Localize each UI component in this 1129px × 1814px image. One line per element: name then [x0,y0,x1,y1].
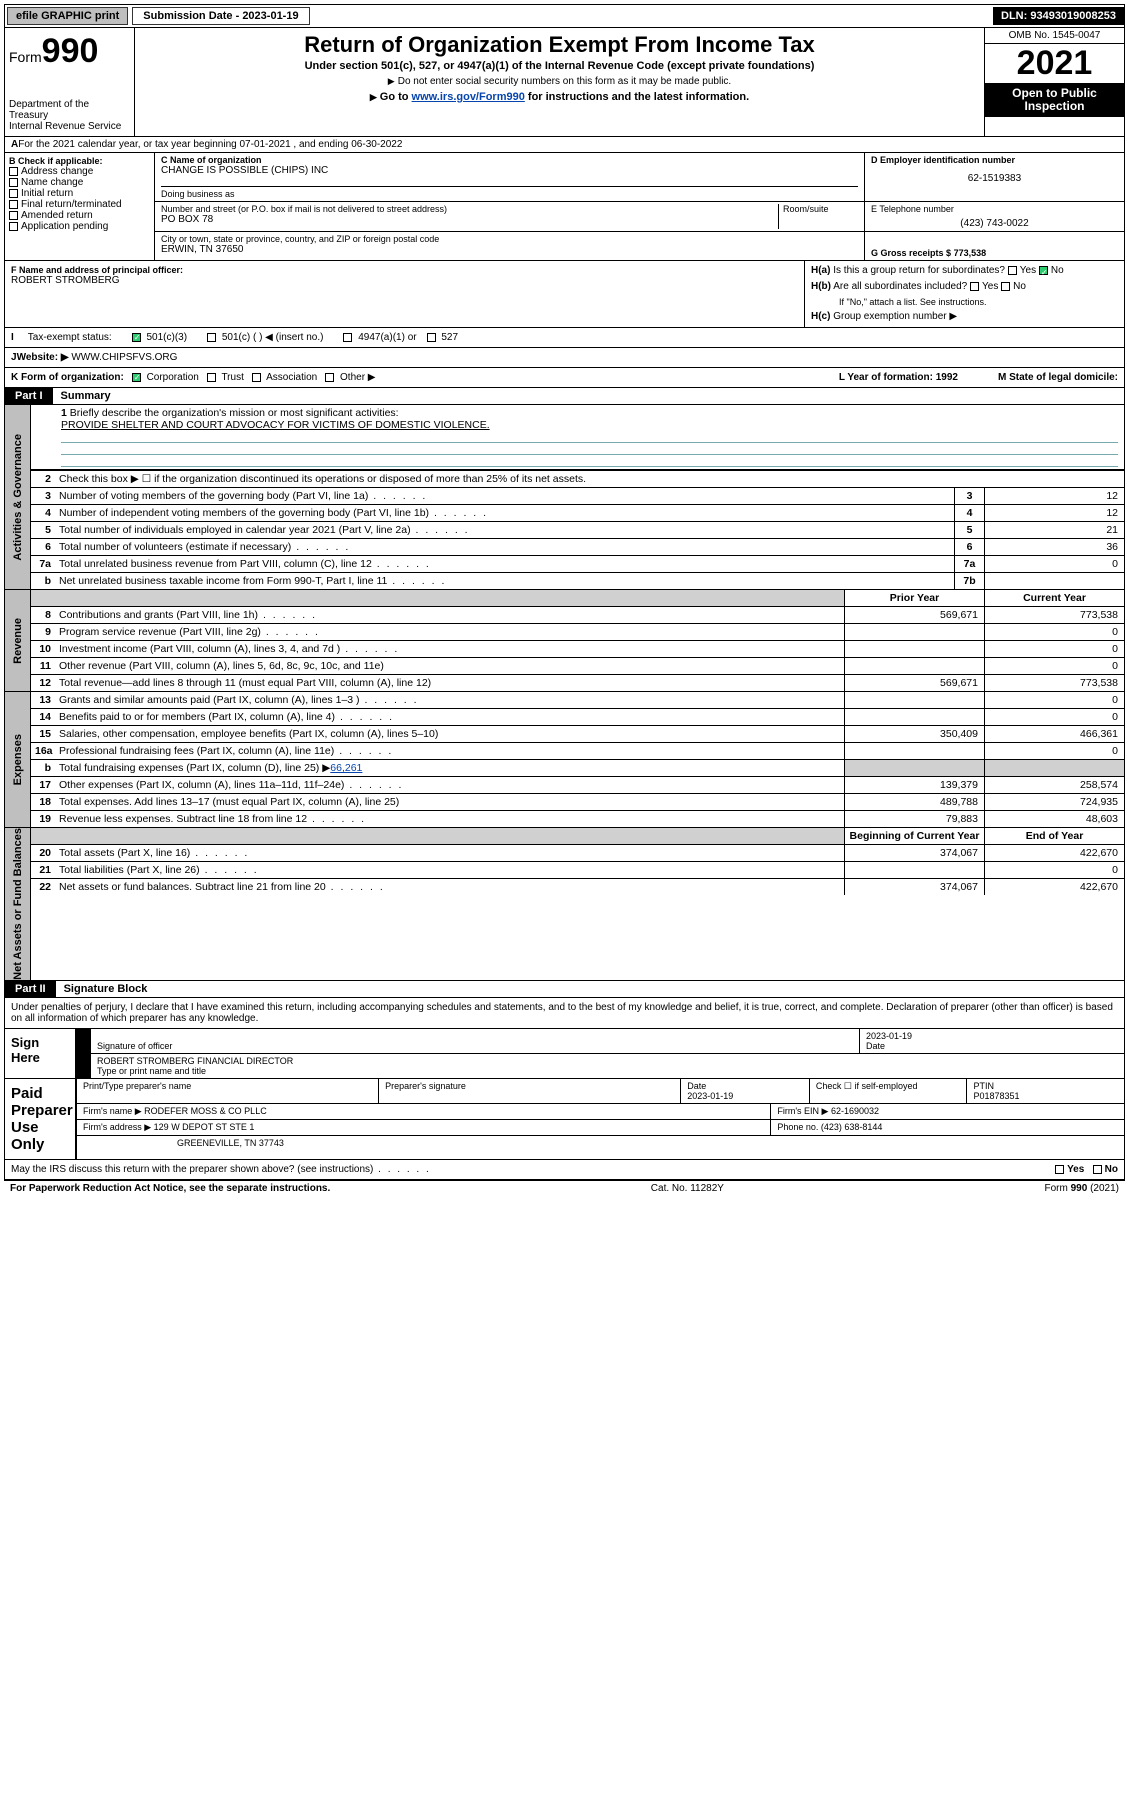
part-2-header: Part II Signature Block [4,981,1125,998]
principal-officer-block: F Name and address of principal officer:… [5,261,804,327]
association-checkbox[interactable] [252,373,261,382]
527-checkbox[interactable] [427,333,436,342]
ein-block: D Employer identification number 62-1519… [864,153,1124,201]
line-a: A For the 2021 calendar year, or tax yea… [4,137,1125,153]
page-footer: For Paperwork Reduction Act Notice, see … [4,1180,1125,1196]
paid-preparer-block: Paid Preparer Use Only Print/Type prepar… [4,1079,1125,1160]
group-return-block: H(a) Is this a group return for subordin… [804,261,1124,327]
ha-no-checkbox[interactable] [1039,266,1048,275]
net-assets-tab: Net Assets or Fund Balances [5,828,31,980]
form-title: Return of Organization Exempt From Incom… [139,32,980,58]
application-pending-checkbox[interactable] [9,222,18,231]
address-change-checkbox[interactable] [9,167,18,176]
website-row: JWebsite: ▶ WWW.CHIPSFVS.ORG [4,348,1125,368]
year-of-formation: L Year of formation: 1992 [839,372,958,383]
501c-checkbox[interactable] [207,333,216,342]
4947-checkbox[interactable] [343,333,352,342]
may-irs-discuss-row: May the IRS discuss this return with the… [4,1160,1125,1180]
efile-button[interactable]: efile GRAPHIC print [7,7,128,25]
hb-no-checkbox[interactable] [1001,282,1010,291]
activities-governance-tab: Activities & Governance [5,405,31,589]
trust-checkbox[interactable] [207,373,216,382]
open-to-public: Open to Public Inspection [985,83,1124,117]
ha-yes-checkbox[interactable] [1008,266,1017,275]
gross-receipts-block: G Gross receipts $ 773,538 [864,232,1124,260]
discuss-no-checkbox[interactable] [1093,1165,1102,1174]
tax-year: 2021 [985,44,1124,83]
name-change-checkbox[interactable] [9,178,18,187]
org-name-block: C Name of organization CHANGE IS POSSIBL… [155,153,864,201]
telephone-block: E Telephone number (423) 743-0022 [864,202,1124,231]
omb-number: OMB No. 1545-0047 [985,28,1124,44]
submission-date: Submission Date - 2023-01-19 [132,7,309,25]
revenue-tab: Revenue [5,590,31,691]
perjury-declaration: Under penalties of perjury, I declare th… [4,998,1125,1029]
corporation-checkbox[interactable] [132,373,141,382]
form-title-block: Return of Organization Exempt From Incom… [135,28,984,136]
final-return-checkbox[interactable] [9,200,18,209]
section-b-checkboxes: B Check if applicable: Address change Na… [5,153,155,260]
tax-exempt-status-row: ITax-exempt status: 501(c)(3) 501(c) ( )… [4,328,1125,348]
initial-return-checkbox[interactable] [9,189,18,198]
form-id-block: Form990 Department of the Treasury Inter… [5,28,135,136]
part-1-header: Part I Summary [4,388,1125,405]
sign-here-block: Sign Here Signature of officer 2023-01-1… [4,1029,1125,1079]
expenses-tab: Expenses [5,692,31,827]
state-of-domicile: M State of legal domicile: [998,372,1118,383]
hb-yes-checkbox[interactable] [970,282,979,291]
dln: DLN: 93493019008253 [993,7,1124,25]
501c3-checkbox[interactable] [132,333,141,342]
city-block: City or town, state or province, country… [155,232,864,260]
amended-return-checkbox[interactable] [9,211,18,220]
instructions-link[interactable]: www.irs.gov/Form990 [412,91,525,103]
discuss-yes-checkbox[interactable] [1055,1165,1064,1174]
address-block: Number and street (or P.O. box if mail i… [155,202,864,231]
header-right: OMB No. 1545-0047 2021 Open to Public In… [984,28,1124,136]
top-bar: efile GRAPHIC print Submission Date - 20… [4,4,1125,28]
form-of-org-row: K Form of organization: Corporation Trus… [4,368,1125,388]
other-checkbox[interactable] [325,373,334,382]
